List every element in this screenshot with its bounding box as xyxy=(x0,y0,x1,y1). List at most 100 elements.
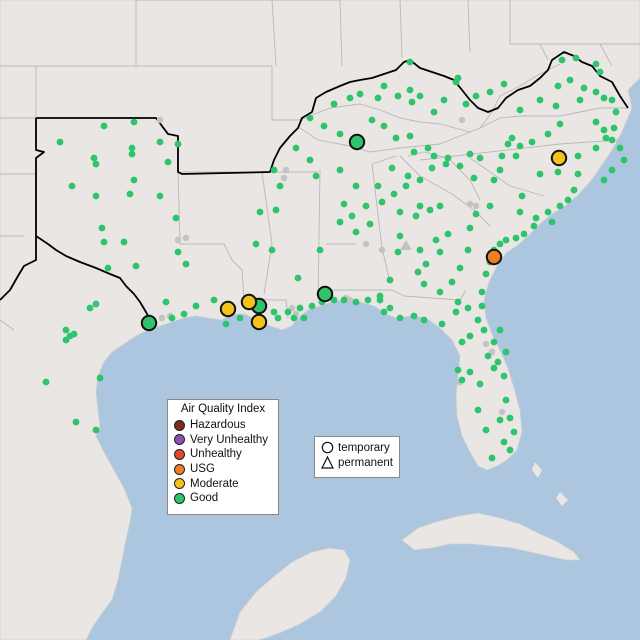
site-good-marker[interactable] xyxy=(420,316,428,324)
site-good-marker[interactable] xyxy=(362,202,370,210)
site-good-marker[interactable] xyxy=(364,296,372,304)
site-good-marker[interactable] xyxy=(256,208,264,216)
site-good-marker[interactable] xyxy=(100,122,108,130)
site-good-marker[interactable] xyxy=(396,314,404,322)
site-good-marker[interactable] xyxy=(316,246,324,254)
site-good-marker[interactable] xyxy=(444,154,452,162)
site-good-marker[interactable] xyxy=(610,124,618,132)
site-good-marker[interactable] xyxy=(490,176,498,184)
site-good-marker[interactable] xyxy=(438,320,446,328)
site-good-marker[interactable] xyxy=(496,416,504,424)
site-good-marker[interactable] xyxy=(416,246,424,254)
site-inactive-marker[interactable] xyxy=(182,234,190,242)
site-good-marker[interactable] xyxy=(500,438,508,446)
site-good-marker[interactable] xyxy=(426,206,434,214)
site-good-marker[interactable] xyxy=(330,100,338,108)
site-good-marker[interactable] xyxy=(512,152,520,160)
site-good-marker[interactable] xyxy=(272,206,280,214)
site-good-marker[interactable] xyxy=(306,156,314,164)
site-good-marker[interactable] xyxy=(336,166,344,174)
site-good-marker[interactable] xyxy=(172,214,180,222)
site-good-marker[interactable] xyxy=(236,314,244,322)
site-good-marker[interactable] xyxy=(210,296,218,304)
site-good-marker[interactable] xyxy=(336,130,344,138)
site-good-marker[interactable] xyxy=(340,296,348,304)
site-good-marker[interactable] xyxy=(432,236,440,244)
site-good-marker[interactable] xyxy=(340,200,348,208)
site-good-marker[interactable] xyxy=(570,186,578,194)
site-good-marker[interactable] xyxy=(454,298,462,306)
site-good-marker[interactable] xyxy=(592,60,600,68)
site-good-marker[interactable] xyxy=(518,192,526,200)
site-good-marker[interactable] xyxy=(476,154,484,162)
site-good-marker[interactable] xyxy=(462,100,470,108)
site-good-marker[interactable] xyxy=(602,134,610,142)
site-good-marker[interactable] xyxy=(90,154,98,162)
site-good-marker[interactable] xyxy=(268,246,276,254)
site-good-marker[interactable] xyxy=(396,208,404,216)
site-inactive-marker[interactable] xyxy=(362,240,370,248)
site-good-marker[interactable] xyxy=(132,262,140,270)
site-good-marker[interactable] xyxy=(352,182,360,190)
site-good-marker[interactable] xyxy=(512,234,520,242)
site-good-marker[interactable] xyxy=(404,172,412,180)
site-good-marker[interactable] xyxy=(608,136,616,144)
site-good-marker[interactable] xyxy=(532,214,540,222)
site-good-marker[interactable] xyxy=(480,326,488,334)
site-good-marker[interactable] xyxy=(180,310,188,318)
site-good-marker[interactable] xyxy=(92,160,100,168)
site-good-marker[interactable] xyxy=(130,176,138,184)
site-good-marker[interactable] xyxy=(92,192,100,200)
site-good-marker[interactable] xyxy=(374,94,382,102)
site-good-marker[interactable] xyxy=(376,292,384,300)
site-good-marker[interactable] xyxy=(56,138,64,146)
site-good-marker[interactable] xyxy=(270,166,278,174)
site-good-marker[interactable] xyxy=(500,80,508,88)
site-good-marker[interactable] xyxy=(126,190,134,198)
site-good-marker[interactable] xyxy=(312,172,320,180)
site-good-marker[interactable] xyxy=(552,102,560,110)
site-inactive-marker[interactable] xyxy=(482,340,490,348)
site-good-marker[interactable] xyxy=(482,426,490,434)
site-good-marker[interactable] xyxy=(252,240,260,248)
site-good-marker[interactable] xyxy=(576,96,584,104)
site-good-marker[interactable] xyxy=(516,208,524,216)
site-good-marker[interactable] xyxy=(466,150,474,158)
site-good-marker[interactable] xyxy=(98,224,106,232)
site-good-marker[interactable] xyxy=(92,426,100,434)
site-good-marker[interactable] xyxy=(528,138,536,146)
site-good-marker[interactable] xyxy=(520,230,528,238)
site-good-marker[interactable] xyxy=(394,92,402,100)
site-good-marker[interactable] xyxy=(440,96,448,104)
site-good-marker[interactable] xyxy=(536,96,544,104)
site-good-marker[interactable] xyxy=(406,86,414,94)
site-inactive-marker[interactable] xyxy=(156,116,164,124)
site-good-marker[interactable] xyxy=(380,82,388,90)
site-moderate-marker[interactable] xyxy=(240,293,258,311)
site-good-marker[interactable] xyxy=(348,212,356,220)
site-good-marker[interactable] xyxy=(558,56,566,64)
site-good-marker[interactable] xyxy=(616,144,624,152)
site-good-marker[interactable] xyxy=(222,320,230,328)
site-good-marker[interactable] xyxy=(554,82,562,90)
site-good-marker[interactable] xyxy=(192,302,200,310)
site-good-marker[interactable] xyxy=(592,88,600,96)
site-good-marker[interactable] xyxy=(464,246,472,254)
site-good-marker[interactable] xyxy=(380,122,388,130)
site-good-marker[interactable] xyxy=(168,314,176,322)
site-good-marker[interactable] xyxy=(474,316,482,324)
site-good-marker[interactable] xyxy=(600,126,608,134)
site-good-marker[interactable] xyxy=(530,222,538,230)
site-inactive-marker[interactable] xyxy=(280,174,288,182)
site-good-marker[interactable] xyxy=(394,248,402,256)
site-permanent-triangle[interactable] xyxy=(400,240,412,250)
site-good-marker[interactable] xyxy=(436,202,444,210)
site-good-marker[interactable] xyxy=(406,58,414,66)
site-usg-marker[interactable] xyxy=(485,248,503,266)
site-good-marker[interactable] xyxy=(284,308,292,316)
site-good-marker[interactable] xyxy=(508,134,516,142)
site-good-marker[interactable] xyxy=(536,170,544,178)
site-good-marker[interactable] xyxy=(454,366,462,374)
site-good-marker[interactable] xyxy=(96,374,104,382)
site-inactive-marker[interactable] xyxy=(458,116,466,124)
